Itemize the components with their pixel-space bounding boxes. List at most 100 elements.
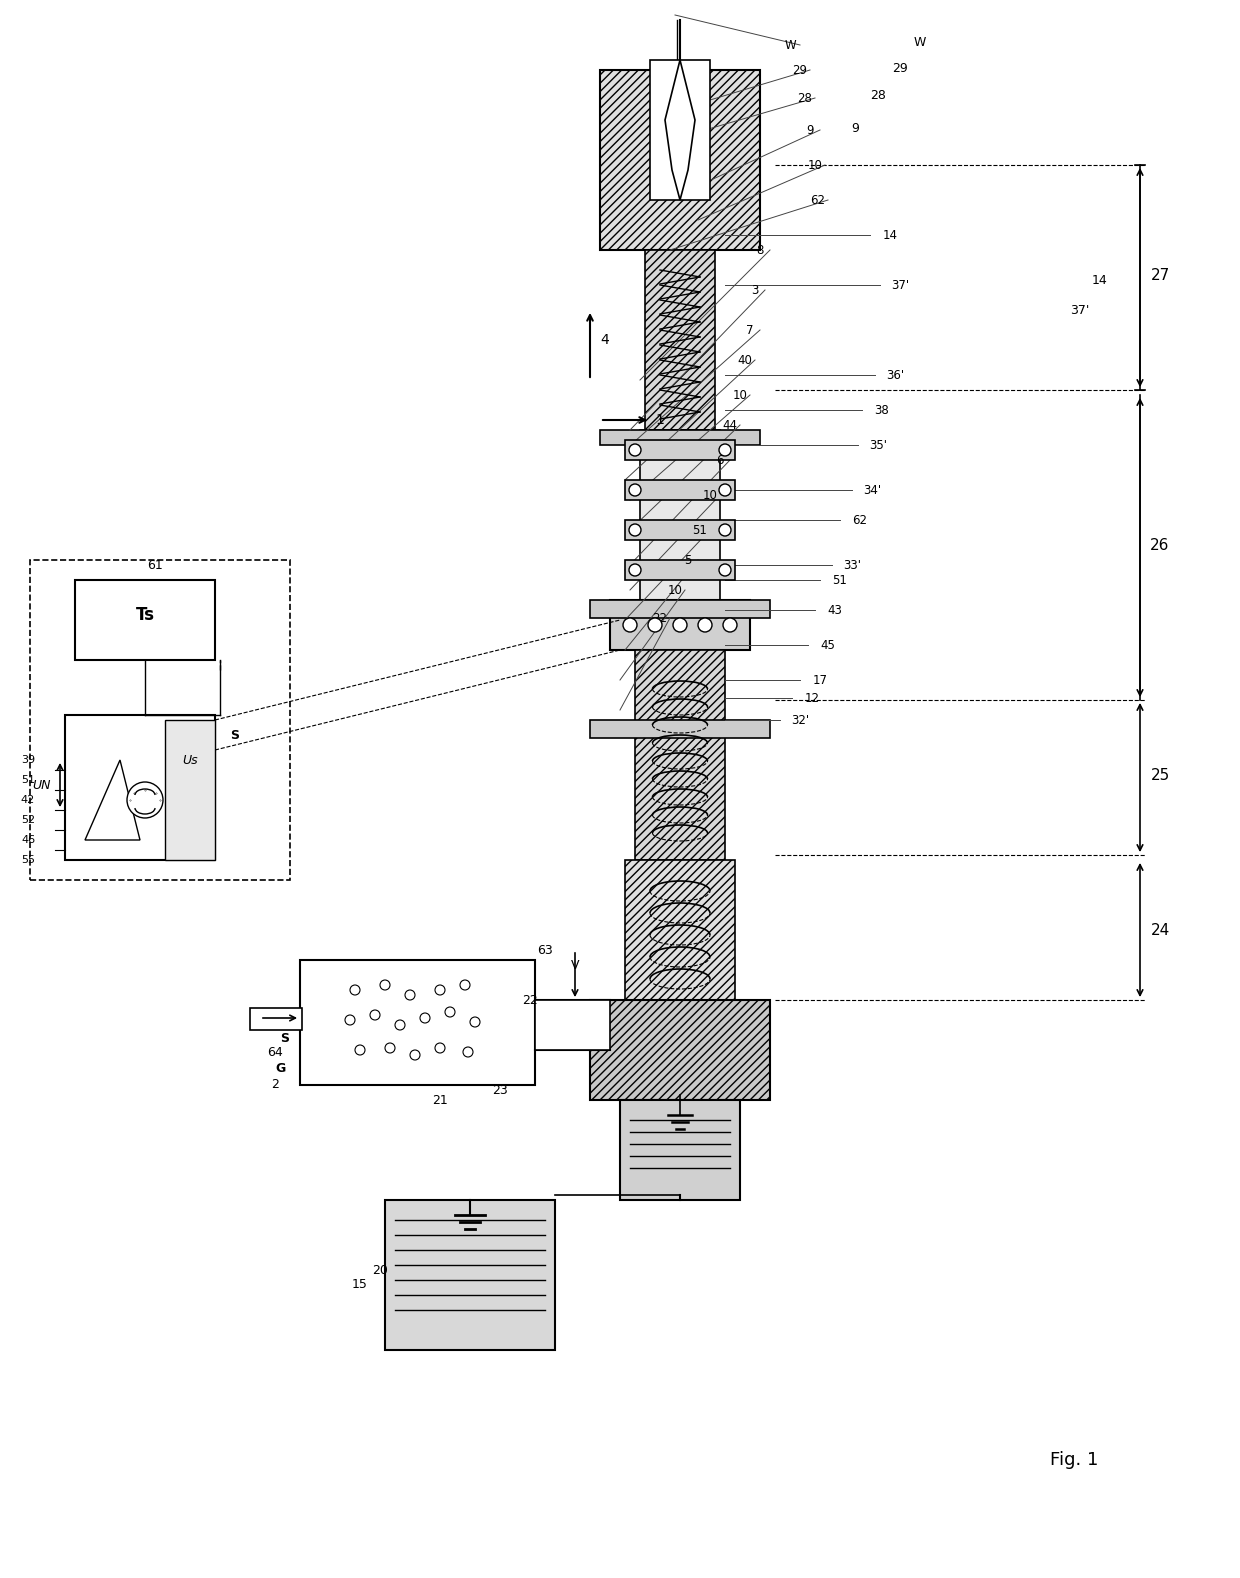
Bar [620,1100,740,1199]
Text: 64: 64 [267,1046,283,1059]
Circle shape [629,563,641,576]
Bar [64,715,215,860]
Text: S: S [231,729,239,742]
Text: 44: 44 [723,418,738,431]
Text: 46: 46 [21,835,35,844]
Text: 15: 15 [352,1278,368,1291]
Text: 55: 55 [21,855,35,865]
Text: 61: 61 [148,559,162,571]
Text: S: S [280,1032,289,1045]
Text: 3: 3 [751,284,759,297]
Text: 22: 22 [652,612,667,625]
Circle shape [629,484,641,495]
Text: 29: 29 [892,62,908,74]
Text: 4: 4 [600,333,609,347]
Text: 6: 6 [717,453,724,467]
Text: 10: 10 [703,489,718,502]
Text: 38: 38 [874,404,889,417]
Bar [625,521,735,540]
Circle shape [126,783,162,817]
Text: 37': 37' [1070,303,1090,317]
Text: 26: 26 [1151,538,1169,552]
Text: 14: 14 [1092,273,1107,287]
Circle shape [435,985,445,996]
Text: UN: UN [32,778,51,792]
Bar [625,480,735,500]
Circle shape [629,443,641,456]
Text: 51: 51 [21,775,35,784]
Text: 36': 36' [885,369,904,382]
Circle shape [445,1007,455,1016]
Bar [250,1008,303,1030]
Bar [625,860,735,1000]
Text: 17: 17 [812,674,827,686]
Circle shape [622,619,637,633]
Text: 10: 10 [733,388,748,401]
Text: 14: 14 [883,229,898,241]
Circle shape [673,619,687,633]
Text: 32': 32' [791,713,808,726]
Bar [625,560,735,581]
Bar [165,720,215,860]
Text: 29: 29 [792,63,807,76]
Text: 10: 10 [807,158,822,172]
Bar [300,959,534,1086]
Circle shape [698,619,712,633]
Text: 62: 62 [853,513,868,527]
Text: 7: 7 [746,323,754,336]
Text: Fig. 1: Fig. 1 [1050,1452,1099,1469]
Text: Ts: Ts [135,606,155,623]
Circle shape [396,1019,405,1030]
Circle shape [719,524,732,537]
Circle shape [460,980,470,989]
Text: 25: 25 [1151,767,1169,783]
Circle shape [629,524,641,537]
Circle shape [649,619,662,633]
Text: 51: 51 [832,573,847,587]
Text: 45: 45 [821,639,836,652]
Text: W: W [914,35,926,49]
Bar [534,1000,610,1049]
Circle shape [355,1045,365,1056]
Text: Us: Us [182,754,198,767]
Bar [640,429,720,600]
Circle shape [405,989,415,1000]
Text: 52: 52 [21,814,35,825]
Circle shape [410,1049,420,1060]
Circle shape [719,443,732,456]
Bar [384,1199,556,1351]
Text: 43: 43 [827,603,842,617]
Circle shape [723,619,737,633]
Circle shape [719,563,732,576]
Text: 27: 27 [1151,268,1169,282]
Text: W: W [784,38,796,52]
Text: 20: 20 [372,1264,388,1277]
Bar [600,69,760,249]
Text: 5: 5 [684,554,692,567]
Text: 24: 24 [1151,923,1169,937]
Bar [610,600,750,650]
Text: 23: 23 [492,1084,508,1097]
Bar [30,560,290,881]
Circle shape [350,985,360,996]
Bar [625,440,735,461]
Text: 35': 35' [869,439,887,451]
Text: 42: 42 [21,795,35,805]
Text: A: A [103,794,113,806]
Text: 9: 9 [851,122,859,134]
Bar [590,1000,770,1100]
Circle shape [370,1010,379,1019]
Text: 62: 62 [811,194,826,207]
Text: 34': 34' [863,483,882,497]
Bar [590,720,770,739]
Text: 8: 8 [756,243,764,257]
Circle shape [463,1046,472,1057]
Circle shape [719,484,732,495]
Text: 51: 51 [693,524,708,537]
Text: 28: 28 [870,88,885,101]
Circle shape [345,1015,355,1026]
Circle shape [470,1016,480,1027]
Bar [600,429,760,445]
Text: 12: 12 [805,691,820,704]
Text: 39: 39 [21,754,35,765]
